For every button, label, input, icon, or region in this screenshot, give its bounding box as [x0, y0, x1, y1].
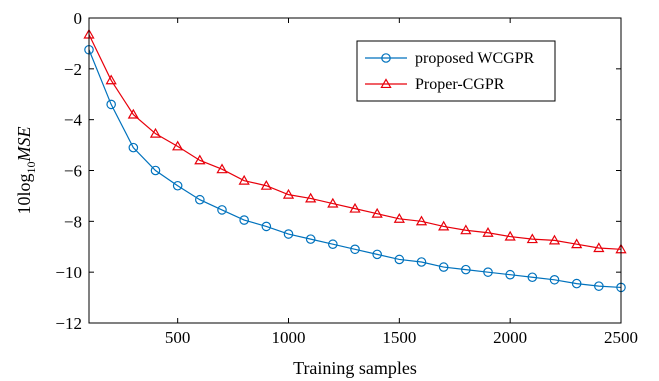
x-axis-label: Training samples [293, 358, 417, 378]
x-tick-label: 2000 [493, 328, 527, 347]
data-point [571, 238, 583, 249]
data-point [172, 180, 183, 191]
data-point [327, 197, 339, 208]
y-axis-label-prefix: 10log [14, 173, 34, 214]
data-point [328, 239, 338, 250]
series-layer [83, 28, 627, 293]
data-point [305, 234, 316, 244]
data-point [217, 205, 227, 215]
data-point [571, 278, 582, 289]
data-point [261, 221, 272, 232]
data-point [415, 215, 428, 226]
data-point [549, 274, 560, 285]
legend-label: Proper-CGPR [415, 76, 505, 93]
legend-label: proposed WCGPR [415, 50, 535, 67]
data-point [438, 262, 449, 272]
data-point [594, 281, 604, 291]
data-point [172, 140, 184, 151]
data-point [505, 269, 515, 280]
series-wcgpr [84, 44, 626, 293]
y-tick-label: 0 [74, 9, 83, 28]
data-point [504, 230, 516, 241]
y-axis-label: 10log10MSE [14, 126, 38, 214]
y-tick-label: −2 [64, 60, 82, 79]
data-point [371, 207, 383, 218]
data-point [393, 212, 405, 223]
data-point [283, 229, 294, 239]
legend: proposed WCGPR Proper-CGPR [356, 40, 556, 102]
x-tick-label: 1500 [382, 328, 416, 347]
data-point [372, 249, 382, 260]
legend-triangle-marker [380, 78, 392, 89]
data-point [438, 220, 450, 231]
series-line [88, 49, 622, 289]
axes-layer: 500 1000 1500 2000 2500 0 −2 −4 −6 −8 −10 −12 Traini… [14, 9, 638, 378]
data-point [461, 264, 471, 275]
legend-entry: Proper-CGPR [365, 76, 505, 93]
data-point [527, 272, 538, 283]
data-point [460, 224, 472, 235]
data-point [149, 127, 162, 138]
data-point [106, 99, 116, 110]
x-tick-label: 500 [165, 328, 191, 347]
data-point [305, 192, 317, 203]
data-point [548, 234, 561, 245]
data-point [239, 215, 249, 225]
data-point [105, 74, 117, 85]
y-axis-label-subscript: 10 [24, 161, 38, 173]
y-tick-label: −12 [55, 314, 82, 333]
data-point [128, 142, 139, 153]
x-tick-label: 1000 [272, 328, 306, 347]
data-point [483, 267, 493, 277]
y-axis-label-variable: MSE [14, 126, 34, 162]
y-tick-label: −6 [64, 162, 82, 181]
legend-box [356, 40, 556, 102]
data-point [416, 257, 427, 267]
data-point [195, 194, 205, 205]
data-point [593, 242, 605, 253]
data-point [526, 233, 538, 244]
x-tick-label: 2500 [604, 328, 638, 347]
data-point [350, 244, 360, 255]
data-point [282, 188, 295, 199]
legend-entry: proposed WCGPR [365, 50, 535, 67]
data-point [127, 108, 139, 119]
data-point [260, 179, 272, 190]
data-point [482, 226, 494, 237]
data-point [216, 163, 228, 174]
series-line [88, 34, 622, 250]
data-point [194, 154, 206, 165]
data-point [394, 254, 405, 265]
y-tick-label: −8 [64, 212, 82, 231]
data-point [349, 202, 361, 213]
y-tick-label: −10 [55, 263, 82, 282]
series-proper-cgpr [83, 28, 627, 254]
data-point [150, 165, 161, 176]
data-point [238, 174, 250, 185]
legend-circle-marker [381, 53, 391, 63]
y-tick-label: −4 [64, 111, 83, 130]
